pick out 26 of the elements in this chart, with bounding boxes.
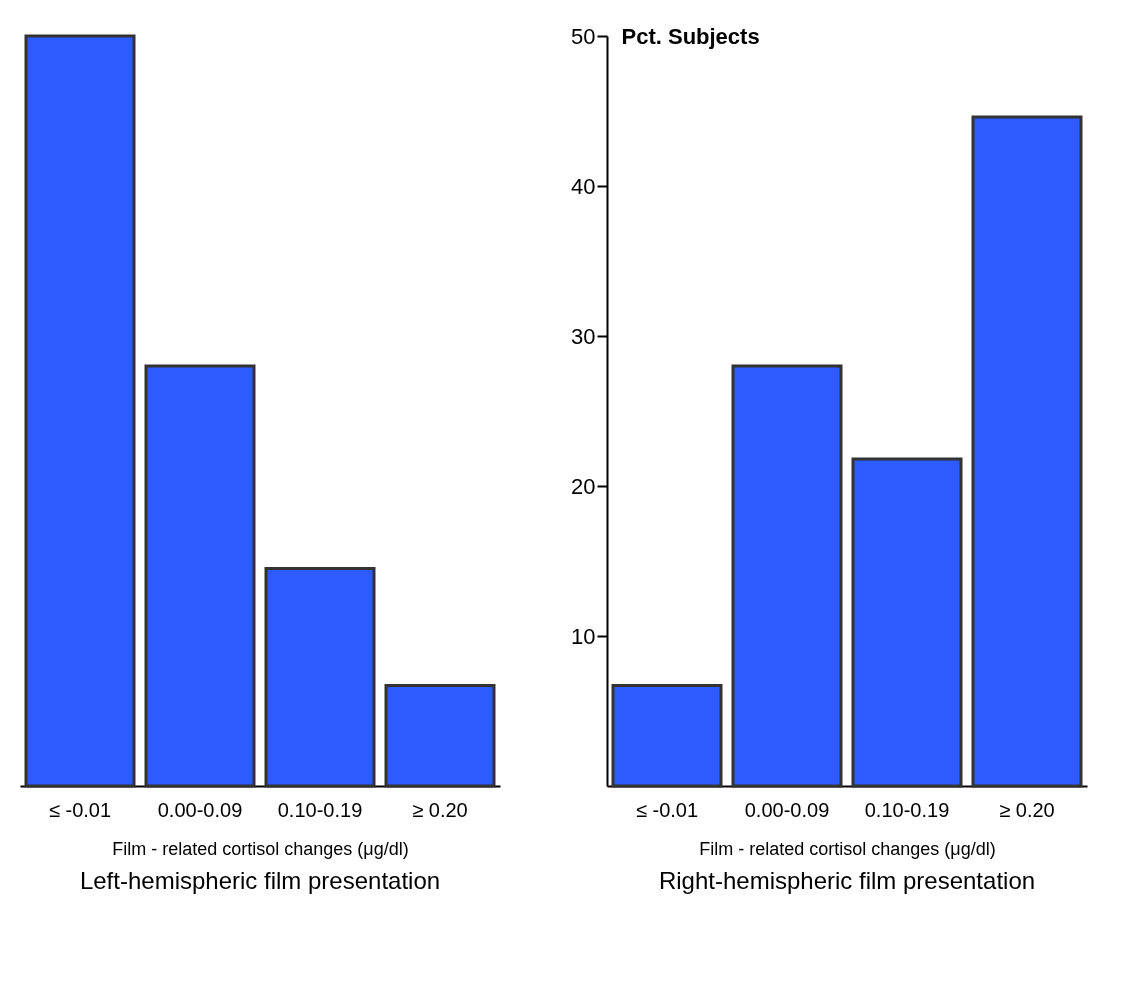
y-axis-title: Pct. Subjects <box>621 23 760 49</box>
text: Left-hemispheric film presentation <box>79 867 441 894</box>
x-tick-label: 0.10-0.19 <box>864 798 950 821</box>
bar <box>971 115 1083 788</box>
x-tick-label: ≤ -0.01 <box>48 798 112 821</box>
y-tick-label: 10 <box>571 623 596 649</box>
y-tick-label: 40 <box>571 173 596 199</box>
bar <box>731 364 843 788</box>
bar <box>384 684 496 788</box>
text: Right-hemispheric film presentation <box>658 867 1036 894</box>
y-tick-label: 50 <box>571 23 596 49</box>
x-tick-label: ≤ -0.01 <box>635 798 699 821</box>
bar <box>264 567 376 788</box>
x-axis-title: Film - related cortisol changes (μg/dl) <box>112 838 409 859</box>
x-tick-label: ≥ 0.20 <box>999 798 1055 821</box>
bar <box>24 34 136 788</box>
x-tick-label: 0.00-0.09 <box>744 798 830 821</box>
bar <box>851 457 963 788</box>
y-tick-label: 20 <box>571 473 596 499</box>
x-tick-label: 0.10-0.19 <box>277 798 363 821</box>
bar <box>611 684 723 788</box>
x-tick-label: ≥ 0.20 <box>412 798 468 821</box>
y-tick-label: 30 <box>571 323 596 349</box>
bar <box>144 364 256 788</box>
x-tick-label: 0.00-0.09 <box>157 798 243 821</box>
x-axis-title: Film - related cortisol changes (μg/dl) <box>699 838 996 859</box>
